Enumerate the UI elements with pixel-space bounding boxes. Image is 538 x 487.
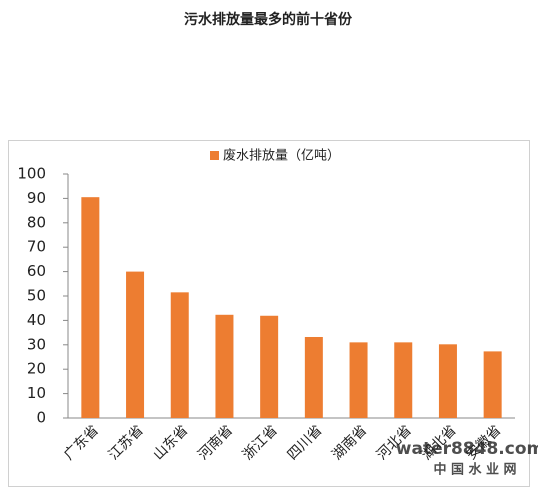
y-tick-label: 20 [27, 360, 46, 378]
bar [483, 351, 502, 418]
x-tick-label: 湖南省 [329, 422, 370, 463]
x-tick-label: 广东省 [61, 422, 102, 463]
watermark: water8848.com [396, 439, 538, 459]
chart-title: 污水排放量最多的前十省份 [184, 11, 353, 28]
y-tick-label: 70 [27, 238, 46, 256]
y-tick-label: 0 [36, 409, 46, 427]
x-tick-label: 江苏省 [106, 422, 147, 463]
y-tick-label: 100 [17, 165, 46, 183]
bar [81, 197, 100, 418]
bar [394, 342, 413, 418]
bar [170, 292, 189, 418]
y-tick-label: 10 [27, 384, 46, 402]
x-tick-label: 浙江省 [240, 422, 281, 463]
bar [215, 314, 234, 418]
bar [438, 344, 457, 418]
y-tick-label: 40 [27, 311, 46, 329]
y-tick-label: 60 [27, 262, 46, 280]
bar [126, 271, 145, 418]
x-tick-label: 四川省 [284, 422, 325, 463]
y-tick-label: 50 [27, 287, 46, 305]
x-tick-label: 山东省 [150, 422, 191, 463]
watermark: 中 国 水 业 网 [433, 462, 516, 478]
legend-swatch [210, 151, 219, 160]
y-tick-label: 80 [27, 213, 46, 231]
bar [260, 315, 279, 418]
x-tick-label: 河南省 [195, 422, 236, 463]
bar [304, 336, 323, 418]
y-tick-label: 30 [27, 335, 46, 353]
y-tick-label: 90 [27, 189, 46, 207]
bar [349, 342, 368, 418]
legend-label: 废水排放量（亿吨） [223, 148, 340, 164]
